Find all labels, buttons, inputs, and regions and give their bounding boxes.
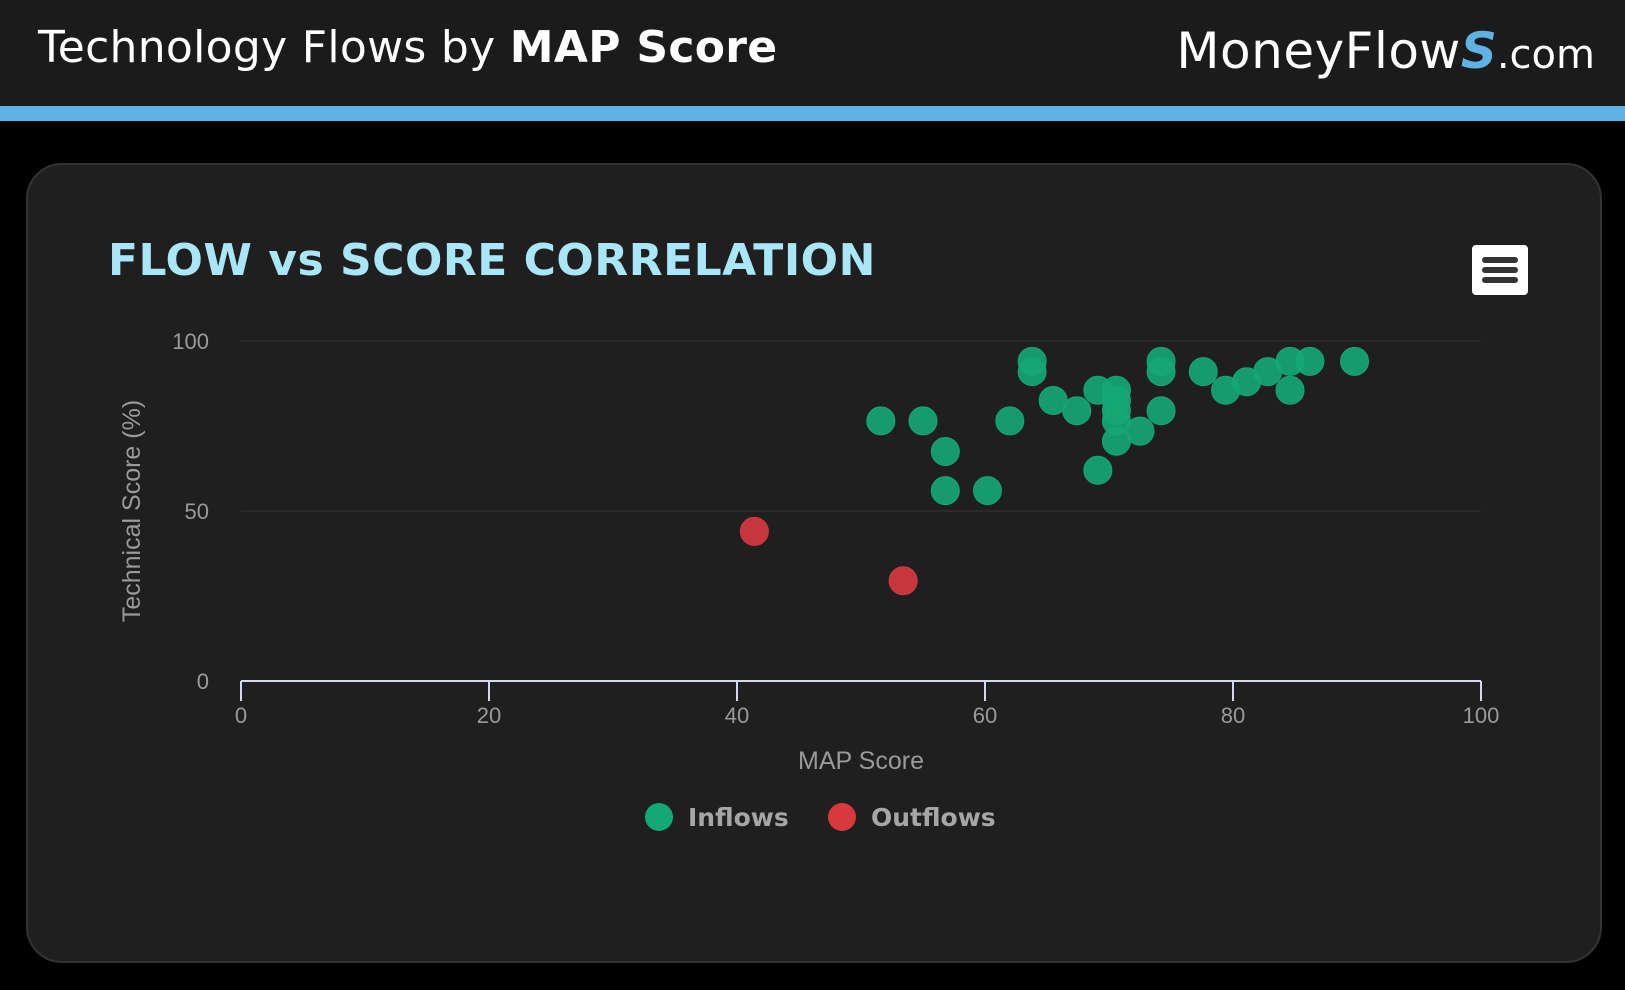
inflows-point-11[interactable] bbox=[1083, 455, 1113, 485]
inflows-point-27[interactable] bbox=[1295, 346, 1325, 376]
chart-menu-button[interactable] bbox=[1472, 245, 1528, 295]
hamburger-icon-bar-3 bbox=[1482, 277, 1518, 283]
x-tick-label-20: 20 bbox=[477, 703, 501, 728]
inflows-point-28[interactable] bbox=[1340, 346, 1370, 376]
outflows-point-0[interactable] bbox=[739, 516, 769, 546]
legend-label-inflows[interactable]: Inflows bbox=[688, 803, 789, 832]
y-tick-label-0: 0 bbox=[197, 669, 209, 694]
x-tick-label-40: 40 bbox=[725, 703, 749, 728]
header-accent-stripe bbox=[0, 106, 1625, 121]
inflows-point-3[interactable] bbox=[930, 476, 960, 506]
logo-domain: .com bbox=[1496, 32, 1595, 78]
hamburger-icon-bar-2 bbox=[1482, 267, 1518, 273]
y-axis-title: Technical Score (%) bbox=[118, 400, 146, 622]
inflows-point-0[interactable] bbox=[866, 406, 896, 436]
x-tick-label-100: 100 bbox=[1463, 703, 1500, 728]
y-tick-label-50: 50 bbox=[185, 499, 209, 524]
inflows-point-26[interactable] bbox=[1275, 375, 1305, 405]
logo-s-mark: S bbox=[1460, 22, 1497, 80]
legend-marker-outflows[interactable] bbox=[828, 803, 856, 831]
y-tick-label-100: 100 bbox=[172, 329, 209, 354]
inflows-point-20[interactable] bbox=[1146, 396, 1176, 426]
inflows-point-17[interactable] bbox=[1125, 416, 1155, 446]
inflows-point-5[interactable] bbox=[995, 406, 1025, 436]
page-title: Technology Flows by MAP Score bbox=[38, 22, 777, 73]
inflows-point-7[interactable] bbox=[1017, 357, 1047, 387]
outflows-point-1[interactable] bbox=[888, 566, 918, 596]
scatter-plot: 0 50 100 0 20 40 60 80 100 MAP Score Technical Sco… bbox=[118, 329, 1500, 832]
inflows-point-21[interactable] bbox=[1188, 357, 1218, 387]
x-tick-label-0: 0 bbox=[235, 703, 247, 728]
moneyflows-logo[interactable]: MoneyFlow S .com bbox=[1176, 22, 1595, 80]
inflows-point-19[interactable] bbox=[1146, 357, 1176, 387]
inflows-point-4[interactable] bbox=[972, 476, 1002, 506]
page-title-prefix: Technology Flows by bbox=[38, 22, 510, 73]
top-header: Technology Flows by MAP Score MoneyFlow S… bbox=[0, 0, 1625, 106]
x-tick-label-60: 60 bbox=[973, 703, 997, 728]
logo-brand: MoneyFlow bbox=[1176, 22, 1461, 80]
hamburger-icon-bar-1 bbox=[1482, 257, 1518, 263]
chart-card: FLOW vs SCORE CORRELATION 0 50 100 0 20 40 60 8… bbox=[26, 163, 1602, 963]
inflows-point-2[interactable] bbox=[930, 437, 960, 466]
inflows-point-1[interactable] bbox=[908, 406, 938, 436]
x-tick-label-80: 80 bbox=[1221, 703, 1245, 728]
inflows-point-9[interactable] bbox=[1062, 396, 1092, 426]
legend-marker-inflows[interactable] bbox=[645, 803, 673, 831]
chart-title: FLOW vs SCORE CORRELATION bbox=[108, 235, 876, 286]
legend-label-outflows[interactable]: Outflows bbox=[871, 803, 996, 832]
page-title-strong: MAP Score bbox=[509, 22, 778, 73]
x-axis-title: MAP Score bbox=[798, 747, 924, 775]
